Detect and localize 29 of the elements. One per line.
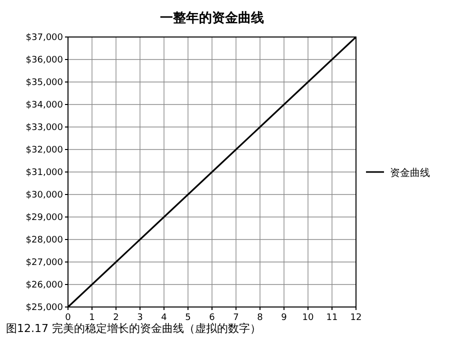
y-tick-label: $28,000 xyxy=(26,236,64,246)
y-tick-label: $35,000 xyxy=(26,78,64,88)
x-tick-label: 3 xyxy=(137,313,143,323)
y-tick-label: $37,000 xyxy=(26,33,64,43)
x-tick-label: 2 xyxy=(113,313,119,323)
x-tick-label: 12 xyxy=(350,313,362,323)
x-tick-label: 11 xyxy=(326,313,338,323)
x-tick-label: 5 xyxy=(185,313,191,323)
y-tick-label: $27,000 xyxy=(26,258,64,268)
x-tick-label: 7 xyxy=(233,313,239,323)
y-tick-label: $36,000 xyxy=(26,56,64,66)
caption: 图12.17 完美的稳定增长的资金曲线（虚拟的数字） xyxy=(6,322,261,335)
legend-label: 资金曲线 xyxy=(390,167,430,179)
x-tick-label: 4 xyxy=(161,313,168,323)
y-tick-label: $25,000 xyxy=(26,303,64,313)
y-tick-label: $31,000 xyxy=(26,168,64,178)
x-tick-label: 6 xyxy=(209,313,216,323)
chart-title: 一整年的资金曲线 xyxy=(160,11,264,26)
y-tick-label: $32,000 xyxy=(26,146,64,156)
y-tick-label: $33,000 xyxy=(26,123,64,133)
y-tick-label: $30,000 xyxy=(26,190,64,200)
y-tick-label: $29,000 xyxy=(26,213,64,223)
y-tick-label: $26,000 xyxy=(26,280,64,290)
x-tick-label: 1 xyxy=(89,313,95,323)
x-tick-label: 10 xyxy=(302,313,314,323)
x-tick-label: 8 xyxy=(257,313,264,323)
x-tick-label: 9 xyxy=(281,313,288,323)
y-tick-label: $34,000 xyxy=(26,100,64,110)
x-tick-label: 0 xyxy=(65,313,72,323)
